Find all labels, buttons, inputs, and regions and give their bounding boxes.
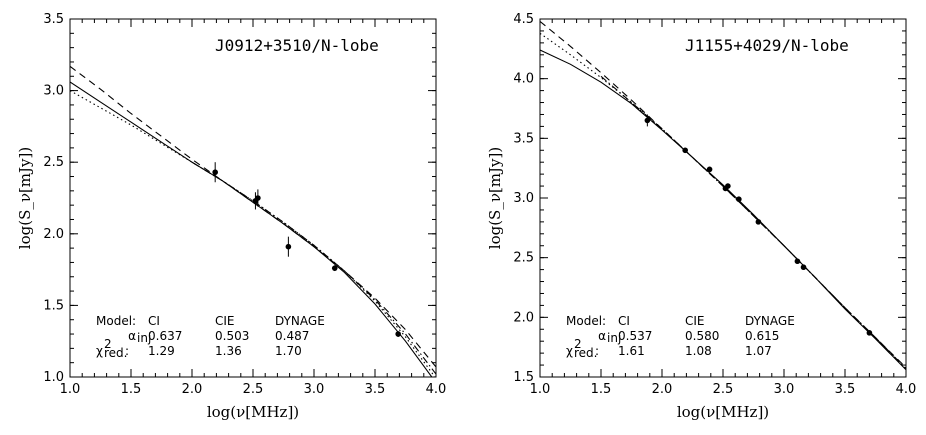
x-tick-label: 3.5 [365,382,386,397]
series-line-dynage-dashdot [600,75,906,369]
data-point [800,264,807,271]
data-point [331,265,338,271]
alpha-inj-label: α [128,329,136,343]
series-line-dynage-dashdot [191,161,436,375]
y-tick-label: 2.5 [513,251,534,266]
y-tick-label: 1.0 [43,370,64,385]
y-tick-label: 4.0 [513,72,534,87]
series-line-ci-solid [540,49,906,371]
y-tick-label: 4.5 [513,12,534,27]
table-header-label: Model: [566,314,606,328]
chi2-subscript: red. [574,346,597,360]
y-tick-label: 2.5 [43,155,64,170]
series-line-ci-solid [70,81,433,377]
y-axis-title: log(S_ν[mJy]) [486,147,504,249]
alpha-inj-value: 0.615 [745,329,779,343]
series-line-cie-dashed [70,65,436,368]
table-header-model: DYNAGE [745,314,795,328]
y-tick-label: 1.5 [43,298,64,313]
y-tick-label: 3.0 [43,84,64,99]
data-point [706,166,713,173]
chart-title: J1155+4029/N-lobe [685,36,849,55]
chi2-red-value: 1.36 [215,344,242,358]
alpha-inj-subscript: inj [607,331,621,345]
chi2-colon: : [595,344,599,358]
y-tick-label: 1.5 [513,370,534,385]
x-tick-label: 3.5 [835,382,856,397]
table-header-model: DYNAGE [275,314,325,328]
x-tick-label: 1.0 [60,382,81,397]
data-point [212,169,218,176]
alpha-inj-value: 0.580 [685,329,719,343]
x-tick-label: 2.5 [243,382,264,397]
x-tick-label: 2.5 [713,382,734,397]
data-point [285,243,292,250]
table-header-model: CI [618,314,630,328]
y-tick-label: 2.0 [513,310,534,325]
x-tick-label: 1.5 [121,382,142,397]
chart-panel-1: 1.0 1.5 2.0 2.5 3.0 3.5 4.0 1.0 1.5 2.0 2.5 3.0 3.5 l… [16,12,446,421]
x-tick-label: 4.0 [896,382,917,397]
data-point [644,117,651,124]
y-tick-label: 3.5 [43,12,64,27]
chart-panel-2: 1.0 1.5 2.0 2.5 3.0 3.5 4.01.52.02.53.03.54.04… [486,12,916,421]
data-point [755,219,762,225]
chi2-red-value: 1.08 [685,344,712,358]
x-tick-label: 3.0 [304,382,325,397]
x-tick-label: 1.5 [591,382,612,397]
y-axis-title: log(S_ν[mJy]) [16,147,34,249]
x-tick-label: 3.0 [774,382,795,397]
y-tick-label: 3.0 [513,191,534,206]
chi2-red-value: 1.29 [148,344,175,358]
table-header-model: CIE [215,314,235,328]
y-tick-label: 2.0 [43,227,64,242]
series-line-dynage-dotted [70,90,436,377]
chi2-red-value: 1.61 [618,344,645,358]
table-header-model: CIE [685,314,705,328]
x-tick-label: 4.0 [426,382,447,397]
chi2-superscript: 2 [574,337,582,351]
data-point [682,147,688,154]
chi2-red-label: χ [96,344,103,358]
chi2-colon: : [125,344,129,358]
x-axis-title: log(ν[MHz]) [207,403,299,421]
alpha-inj-value: 0.487 [275,329,309,343]
chart-title: J0912+3510/N-lobe [215,36,379,55]
x-tick-label: 2.0 [652,382,673,397]
data-point [794,258,801,265]
chi2-red-value: 1.70 [275,344,302,358]
data-point [866,330,873,336]
table-header-label: Model: [96,314,136,328]
alpha-inj-subscript: inj [137,331,151,345]
alpha-inj-value: 0.503 [215,329,249,343]
x-tick-label: 1.0 [530,382,551,397]
chi2-red-label: χ [566,344,573,358]
y-tick-label: 3.5 [513,131,534,146]
chi2-subscript: red. [104,346,127,360]
data-point [725,183,731,189]
data-point [395,331,401,337]
x-axis-title: log(ν[MHz]) [677,403,769,421]
data-point [255,195,261,201]
chi2-superscript: 2 [104,337,112,351]
chi2-red-value: 1.07 [745,344,772,358]
data-point [736,196,742,202]
alpha-inj-value: 0.537 [618,329,652,343]
x-tick-label: 2.0 [182,382,203,397]
alpha-inj-value: 0.637 [148,329,182,343]
table-header-model: CI [148,314,160,328]
alpha-inj-label: α [598,329,606,343]
